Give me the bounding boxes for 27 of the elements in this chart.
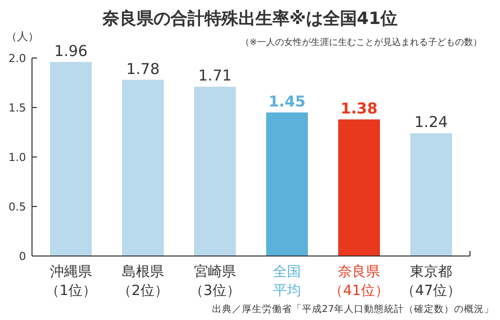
y-axis-title: （人） (6, 30, 39, 43)
bar (338, 119, 380, 256)
y-tick-label: 0 (19, 250, 26, 263)
y-tick-label: 2.0 (8, 52, 26, 65)
source-note: 出典／厚生労働省「平成27年人口動態統計（確定数）の概況」 (212, 303, 494, 315)
data-label: 1.38 (340, 99, 378, 118)
bar (122, 80, 164, 256)
bar (410, 133, 452, 256)
data-label: 1.96 (54, 42, 88, 60)
bar (194, 86, 236, 256)
bar (50, 62, 92, 256)
chart-title: 奈良県の合計特殊出生率※は全国41位 (101, 9, 398, 29)
x-tick-label: 沖縄県（1位） (45, 264, 96, 299)
x-tick-label: 奈良県（41位） (329, 264, 389, 299)
data-label: 1.78 (126, 60, 160, 78)
x-tick-label: 宮崎県（3位） (190, 264, 240, 299)
bar (266, 112, 308, 256)
data-label: 1.45 (268, 92, 306, 110)
y-tick-label: 1.0 (8, 150, 26, 164)
x-tick-label: 東京都（47位） (401, 264, 462, 299)
x-tick-label: 全国平均 (273, 264, 302, 299)
chart-subtitle: （※一人の女性が生涯に生むことが見込まれる子どもの数） (240, 37, 482, 48)
x-tick-label: 島根県（2位） (117, 264, 168, 299)
data-label: 1.71 (198, 66, 232, 85)
y-tick-label: 1.5 (8, 101, 26, 114)
data-label: 1.24 (414, 113, 448, 132)
y-tick-label: 0.5 (8, 200, 26, 214)
